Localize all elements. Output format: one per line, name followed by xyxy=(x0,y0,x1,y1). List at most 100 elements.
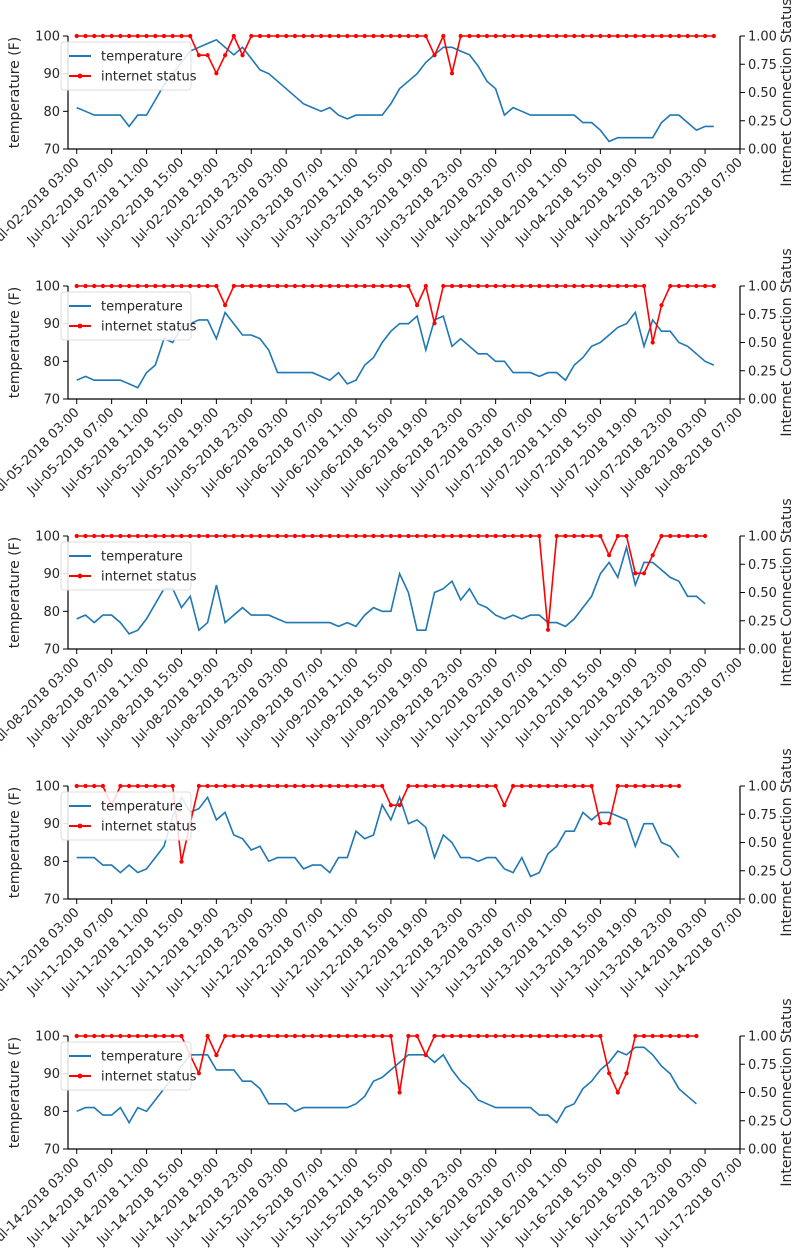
legend-box xyxy=(60,791,192,841)
internet-status-point xyxy=(92,33,97,39)
internet-status-point xyxy=(135,283,140,289)
internet-status-point xyxy=(362,283,367,289)
internet-status-point xyxy=(161,783,167,789)
internet-status-point xyxy=(676,283,682,289)
internet-status-point xyxy=(668,1033,673,1039)
internet-status-point xyxy=(327,783,332,789)
internet-status-point xyxy=(397,803,402,808)
internet-status-point xyxy=(380,783,385,789)
internet-status-point xyxy=(685,33,690,39)
internet-status-point xyxy=(415,533,420,539)
internet-status-point xyxy=(161,533,167,539)
y-tick-label: 100 xyxy=(35,1030,60,1045)
internet-status-point xyxy=(694,1033,699,1039)
internet-status-point xyxy=(144,283,149,289)
internet-status-point xyxy=(231,283,236,289)
internet-status-point xyxy=(545,33,551,39)
y-axis-label: temperature (F) xyxy=(7,537,23,648)
internet-status-point xyxy=(633,783,638,789)
internet-status-point xyxy=(362,33,367,39)
internet-status-point xyxy=(572,533,577,539)
internet-status-point xyxy=(388,533,393,539)
internet-status-point xyxy=(127,783,132,789)
internet-status-point xyxy=(467,283,472,289)
internet-status-point xyxy=(458,533,463,539)
internet-status-point xyxy=(633,1033,638,1039)
internet-status-point xyxy=(406,1033,411,1039)
internet-status-point xyxy=(127,1033,132,1039)
internet-status-point xyxy=(598,283,603,289)
internet-status-point xyxy=(432,1033,437,1039)
internet-status-point xyxy=(275,33,280,39)
internet-status-point xyxy=(694,533,699,539)
internet-status-point xyxy=(301,533,306,539)
internet-status-point xyxy=(353,1033,359,1039)
internet-status-point xyxy=(397,1090,402,1095)
internet-status-point xyxy=(659,533,664,539)
y2-tick-label: 0.50 xyxy=(748,836,777,851)
internet-status-point xyxy=(380,33,385,39)
internet-status-point xyxy=(528,33,533,39)
internet-status-point xyxy=(257,33,263,39)
internet-status-point xyxy=(319,33,324,39)
internet-status-point xyxy=(607,553,612,558)
internet-status-point xyxy=(554,1033,559,1039)
internet-status-point xyxy=(397,533,402,539)
internet-status-point xyxy=(74,783,79,789)
internet-status-point xyxy=(284,533,289,539)
legend: temperature internet status xyxy=(60,41,197,91)
internet-status-point xyxy=(336,283,341,289)
internet-status-point xyxy=(301,33,306,39)
internet-status-point xyxy=(345,1033,350,1039)
internet-status-point xyxy=(537,533,542,539)
internet-status-point xyxy=(74,33,79,39)
internet-status-point xyxy=(441,283,446,289)
internet-status-point xyxy=(92,783,97,789)
internet-status-point xyxy=(641,283,647,289)
internet-status-point xyxy=(502,283,507,289)
internet-status-point xyxy=(284,1033,289,1039)
internet-status-point xyxy=(214,783,219,789)
y2-axis-label: Internet Connection Status xyxy=(779,248,795,436)
y-tick-label: 100 xyxy=(35,280,60,295)
internet-status-point xyxy=(345,783,350,789)
internet-status-point xyxy=(353,533,359,539)
internet-status-point xyxy=(415,1033,420,1039)
legend: temperature internet status xyxy=(60,291,197,341)
internet-status-point xyxy=(179,33,184,39)
internet-status-point xyxy=(266,783,271,789)
internet-status-point xyxy=(406,533,411,539)
internet-status-point xyxy=(275,783,280,789)
internet-status-point xyxy=(223,1033,228,1039)
y2-tick-label: 0.25 xyxy=(748,364,777,379)
internet-status-point xyxy=(449,1033,455,1039)
internet-status-point xyxy=(493,283,498,289)
internet-status-point xyxy=(572,283,577,289)
internet-status-point xyxy=(432,533,437,539)
y2-tick-label: 0.00 xyxy=(748,893,777,908)
internet-status-point xyxy=(336,533,341,539)
internet-status-point xyxy=(607,33,612,39)
internet-status-point xyxy=(615,783,620,789)
internet-status-point xyxy=(676,1033,682,1039)
internet-status-point xyxy=(153,283,158,289)
y2-tick-label: 0.00 xyxy=(748,643,777,658)
internet-status-point xyxy=(196,783,201,789)
internet-status-point xyxy=(266,533,271,539)
internet-status-point xyxy=(327,533,332,539)
internet-status-point xyxy=(554,33,559,39)
internet-status-point xyxy=(170,533,175,539)
internet-status-point xyxy=(231,783,236,789)
internet-status-point xyxy=(467,33,472,39)
internet-status-point xyxy=(118,783,123,789)
y2-tick-label: 0.50 xyxy=(748,586,777,601)
internet-status-point xyxy=(231,1033,236,1039)
internet-status-point xyxy=(327,283,332,289)
y-tick-label: 70 xyxy=(43,643,60,658)
internet-status-point xyxy=(362,783,367,789)
chart-5: 70 80 90 100 0.00 0.25 0.50 0.75 1.00 temperature… xyxy=(0,998,795,1248)
internet-status-point xyxy=(371,283,376,289)
internet-status-point xyxy=(196,53,201,58)
y2-tick-label: 0.50 xyxy=(748,1086,777,1101)
legend-temperature-label: temperature xyxy=(101,800,183,815)
